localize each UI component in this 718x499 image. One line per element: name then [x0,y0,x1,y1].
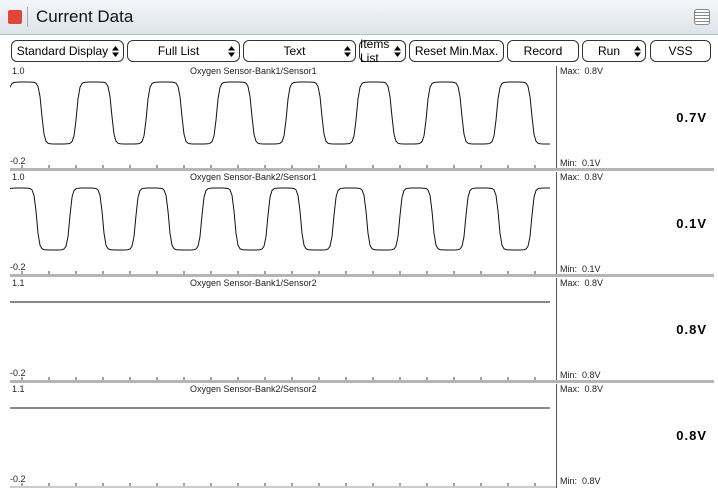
toolbar-button[interactable]: Reset Min.Max. [409,40,504,62]
waveform [10,81,550,145]
scale-bottom: -0.2 [10,262,26,272]
arrow-shape [344,46,351,57]
separator [27,7,28,27]
scale-bottom: -0.2 [10,368,26,378]
toolbar-button[interactable]: Items List [359,37,406,65]
max-label: Max: 0.8V [560,278,604,288]
value-area: Max: 0.8V Min: 0.1V 0.7V [556,66,715,170]
scale-bottom: -0.2 [10,474,26,484]
scale-top: 1.1 [12,278,25,288]
max-label: Max: 0.8V [560,172,604,182]
waveform-graph [10,407,556,488]
dropdown-arrows [344,46,351,57]
scale-bottom: -0.2 [10,156,26,166]
sensor-name: Oxygen Sensor-Bank2/Sensor1 [190,172,317,182]
max-label: Max: 0.8V [560,384,604,394]
min-label: Min: 0.8V [560,370,601,380]
arrow-shape [112,46,119,57]
min-label: Min: 0.1V [560,158,601,168]
current-value: 0.8V [676,322,707,337]
min-label: Min: 0.1V [560,264,601,274]
arrow-shape [634,46,641,57]
arrow-shape [394,46,401,57]
sensor-panel: 1.0 -0.2 Oxygen Sensor-Bank2/Sensor1 Max: 0… [10,172,714,276]
button-label: Text [283,44,306,58]
menu-icon[interactable] [694,9,710,25]
panel-divider [10,380,714,383]
sensor-panel: 1.1 -0.2 Oxygen Sensor-Bank1/Sensor2 Max: 0… [10,278,714,382]
current-value: 0.1V [676,216,707,231]
max-label: Max: 0.8V [560,66,604,76]
toolbar-button[interactable]: Run [582,40,646,62]
dropdown-arrows [228,46,235,57]
toolbar-button[interactable]: Full List [127,40,240,62]
dropdown-arrows [634,46,641,57]
dropdown-arrows [394,46,401,57]
value-area: Max: 0.8V Min: 0.1V 0.1V [556,172,715,276]
collapse-icon[interactable] [8,10,22,24]
scale-top: 1.0 [12,172,25,182]
button-label: VSS [668,44,693,58]
button-label: Items List [360,37,390,65]
waveform-graph [10,301,556,382]
sensor-panel: 1.1 -0.2 Oxygen Sensor-Bank2/Sensor2 Max: 0… [10,384,714,488]
toolbar-button[interactable]: VSS [650,40,711,62]
window-title: Current Data [36,7,134,26]
panel-divider [10,274,714,277]
current-value: 0.7V [676,110,707,125]
sensor-name: Oxygen Sensor-Bank1/Sensor2 [190,278,317,288]
button-label: Standard Display [16,44,109,58]
value-area: Max: 0.8V Min: 0.8V 0.8V [556,278,715,382]
toolbar-button[interactable]: Record [507,40,579,62]
scale-top: 1.1 [12,384,25,394]
sensor-name: Oxygen Sensor-Bank1/Sensor1 [190,66,317,76]
waveform [10,187,550,251]
dropdown-arrows [112,46,119,57]
value-area: Max: 0.8V Min: 0.8V 0.8V [556,384,715,488]
button-label: Record [523,44,563,58]
waveform-graph [10,81,556,170]
arrow-shape [228,46,235,57]
sensor-name: Oxygen Sensor-Bank2/Sensor2 [190,384,317,394]
button-label: Reset Min.Max. [414,44,499,58]
min-label: Min: 0.8V [560,476,601,486]
panel-divider [10,168,714,171]
title-bar: Current Data [0,0,718,35]
button-label: Full List [157,44,200,58]
current-value: 0.8V [676,428,707,443]
toolbar-button[interactable]: Standard Display [11,40,124,62]
toolbar-button[interactable]: Text [243,40,356,62]
waveform-graph [10,187,556,276]
sensor-panel: 1.0 -0.2 Oxygen Sensor-Bank1/Sensor1 Max: 0… [10,66,714,170]
scale-top: 1.0 [12,66,25,76]
button-label: Run [597,44,620,58]
